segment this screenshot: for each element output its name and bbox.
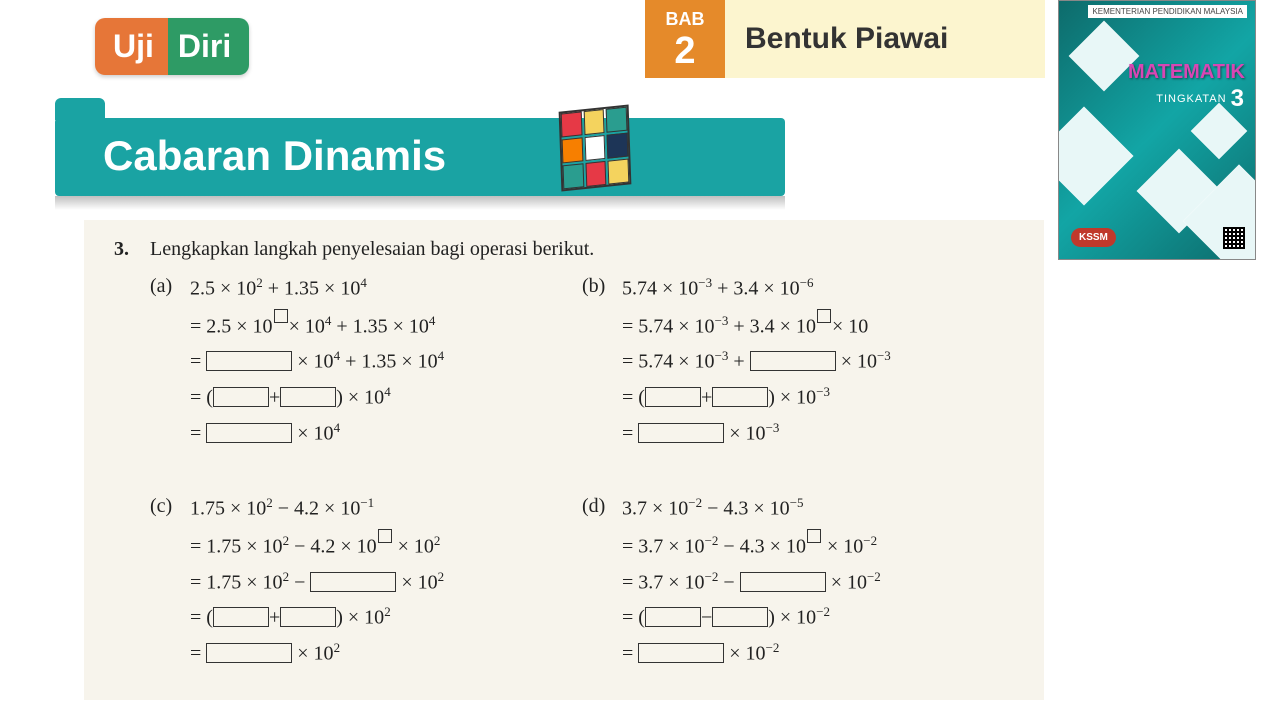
blank-exponent[interactable] bbox=[817, 309, 831, 323]
expr: = × 104 + 1.35 × 104 bbox=[190, 348, 444, 374]
blank[interactable] bbox=[206, 423, 292, 443]
expr: 1.75 × 102 − 4.2 × 10−1 bbox=[190, 495, 444, 521]
chapter-number: 2 bbox=[645, 32, 725, 70]
worksheet-panel: 3. Lengkapkan langkah penyelesaian bagi … bbox=[84, 220, 1044, 700]
expr: 2.5 × 102 + 1.35 × 104 bbox=[190, 275, 444, 301]
rubiks-cube-icon bbox=[559, 104, 632, 191]
expr: = × 104 bbox=[190, 420, 444, 446]
blank-exponent[interactable] bbox=[378, 529, 392, 543]
expr: = 5.74 × 10−3 + 3.4 × 10× 10 bbox=[622, 311, 891, 339]
sub-c: (c) 1.75 × 102 − 4.2 × 10−1 = 1.75 × 102… bbox=[150, 495, 582, 675]
banner-tab bbox=[55, 98, 105, 120]
blank[interactable] bbox=[206, 643, 292, 663]
blank[interactable] bbox=[712, 607, 768, 627]
blank[interactable] bbox=[645, 387, 701, 407]
expr: = (+) × 10−3 bbox=[622, 384, 891, 410]
cabaran-title: Cabaran Dinamis bbox=[103, 132, 446, 179]
expr: 3.7 × 10−2 − 4.3 × 10−5 bbox=[622, 495, 881, 521]
blank[interactable] bbox=[645, 607, 701, 627]
blank[interactable] bbox=[712, 387, 768, 407]
blank-exponent[interactable] bbox=[274, 309, 288, 323]
uji-diri-badge: Uji Diri bbox=[95, 18, 249, 75]
question-number: 3. bbox=[114, 238, 138, 261]
expr: = 1.75 × 102 − 4.2 × 10 × 102 bbox=[190, 531, 444, 559]
expr: = 3.7 × 10−2 − 4.3 × 10 × 10−2 bbox=[622, 531, 881, 559]
label-b: (b) bbox=[582, 275, 622, 455]
blank[interactable] bbox=[213, 387, 269, 407]
label-a: (a) bbox=[150, 275, 190, 455]
expr: = 1.75 × 102 − × 102 bbox=[190, 569, 444, 595]
label-d: (d) bbox=[582, 495, 622, 675]
sub-a: (a) 2.5 × 102 + 1.35 × 104 = 2.5 × 10× 1… bbox=[150, 275, 582, 455]
expr: = 3.7 × 10−2 − × 10−2 bbox=[622, 569, 881, 595]
sub-b: (b) 5.74 × 10−3 + 3.4 × 10−6 = 5.74 × 10… bbox=[582, 275, 1014, 455]
chapter-number-box: BAB 2 bbox=[645, 0, 725, 78]
expr: = 5.74 × 10−3 + × 10−3 bbox=[622, 348, 891, 374]
expr: = (−) × 10−2 bbox=[622, 604, 881, 630]
expr: = × 102 bbox=[190, 640, 444, 666]
expr: = 2.5 × 10× 104 + 1.35 × 104 bbox=[190, 311, 444, 339]
kssm-badge: KSSM bbox=[1071, 228, 1116, 247]
blank[interactable] bbox=[750, 351, 836, 371]
label-c: (c) bbox=[150, 495, 190, 675]
blank[interactable] bbox=[280, 387, 336, 407]
expr: 5.74 × 10−3 + 3.4 × 10−6 bbox=[622, 275, 891, 301]
blank[interactable] bbox=[206, 351, 292, 371]
blank[interactable] bbox=[638, 643, 724, 663]
blank[interactable] bbox=[638, 423, 724, 443]
sub-d: (d) 3.7 × 10−2 − 4.3 × 10−5 = 3.7 × 10−2… bbox=[582, 495, 1014, 675]
banner-shadow bbox=[55, 196, 785, 210]
expr: = × 10−2 bbox=[622, 640, 881, 666]
blank-exponent[interactable] bbox=[807, 529, 821, 543]
textbook-cover: KEMENTERIAN PENDIDIKAN MALAYSIA MATEMATI… bbox=[1058, 0, 1256, 260]
uji-text: Uji bbox=[95, 18, 168, 75]
diri-text: Diri bbox=[168, 18, 249, 75]
blank[interactable] bbox=[213, 607, 269, 627]
book-subject: MATEMATIK bbox=[1128, 61, 1245, 84]
expr: = (+) × 104 bbox=[190, 384, 444, 410]
book-level: TINGKATAN 3 bbox=[1156, 85, 1245, 113]
blank[interactable] bbox=[280, 607, 336, 627]
question-prompt: Lengkapkan langkah penyelesaian bagi ope… bbox=[150, 238, 594, 261]
subquestion-grid: (a) 2.5 × 102 + 1.35 × 104 = 2.5 × 10× 1… bbox=[150, 275, 1014, 676]
chapter-banner: BAB 2 Bentuk Piawai bbox=[645, 0, 1045, 78]
ministry-crest: KEMENTERIAN PENDIDIKAN MALAYSIA bbox=[1088, 5, 1247, 18]
qr-code-icon bbox=[1223, 227, 1245, 249]
chapter-title: Bentuk Piawai bbox=[725, 22, 1045, 56]
bab-label: BAB bbox=[645, 9, 725, 30]
cabaran-banner: Cabaran Dinamis bbox=[55, 118, 785, 196]
expr: = (+) × 102 bbox=[190, 604, 444, 630]
expr: = × 10−3 bbox=[622, 420, 891, 446]
blank[interactable] bbox=[310, 572, 396, 592]
blank[interactable] bbox=[740, 572, 826, 592]
